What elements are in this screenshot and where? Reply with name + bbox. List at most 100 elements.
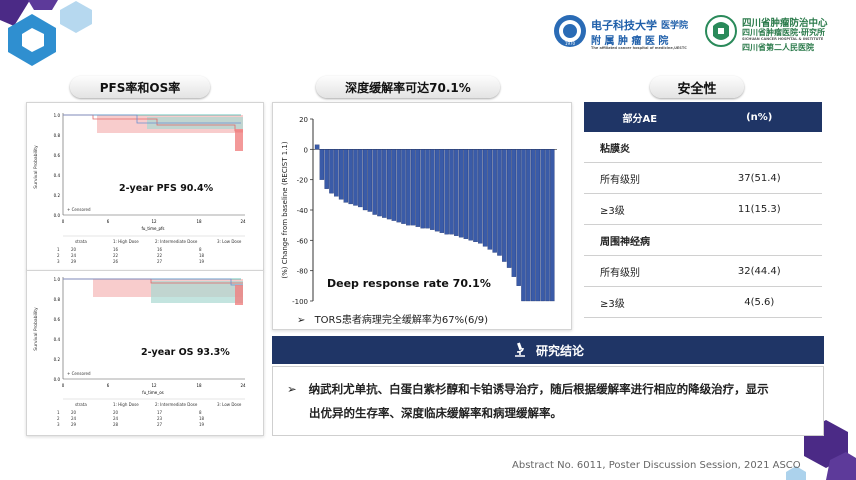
- waterfall-bar: [497, 149, 502, 256]
- svg-text:24: 24: [240, 383, 246, 388]
- sichuan-emblem-icon: [705, 15, 737, 47]
- sichuan-subtitle: SICHUAN CANCER HOSPITAL & INSTITUTE: [742, 37, 824, 41]
- waterfall-bar: [473, 149, 478, 243]
- waterfall-bar: [487, 149, 493, 250]
- svg-text:0.6: 0.6: [54, 317, 61, 322]
- waterfall-bar: [430, 149, 435, 230]
- svg-text:29: 29: [71, 259, 77, 264]
- pfs-legend: strata 1: High Dose 2: Intermediate Dose…: [63, 235, 245, 244]
- waterfall-bar: [540, 149, 545, 302]
- pfs-os-header: PFS率和OS率: [70, 76, 210, 98]
- waterfall-bar: [420, 149, 425, 229]
- y-axis-label: (%) Change from baseline (RECIST 1.1): [281, 141, 289, 278]
- svg-text:12: 12: [151, 219, 157, 224]
- uestc-name: 电子科技大学: [591, 19, 657, 32]
- corner-decoration-top-left: [0, 0, 92, 66]
- pfs-censored: + Censored: [67, 207, 91, 212]
- svg-text:24: 24: [113, 416, 119, 421]
- svg-text:1.0: 1.0: [54, 277, 61, 282]
- uestc-subtitle: The affiliated cancer hospital of medici…: [591, 46, 687, 50]
- ae-value: 37(51.4): [696, 162, 822, 194]
- svg-text:18: 18: [196, 383, 202, 388]
- svg-text:27: 27: [157, 422, 163, 427]
- svg-text:0.0: 0.0: [54, 213, 61, 218]
- waterfall-bar: [353, 149, 358, 206]
- svg-text:23: 23: [157, 416, 163, 421]
- svg-text:17: 17: [157, 410, 163, 415]
- safety-table-header: 部分AE (n%): [584, 102, 822, 132]
- tors-text: TORS患者病理完全缓解率为67%(6/9): [314, 315, 488, 326]
- waterfall-bar: [396, 149, 401, 223]
- ae-label: ≥3级: [584, 286, 697, 318]
- svg-text:26: 26: [113, 259, 119, 264]
- svg-text:3: Low Dose: 3: Low Dose: [217, 402, 242, 407]
- waterfall-bar: [338, 149, 344, 200]
- uestc-seal-icon: 1970: [554, 15, 586, 47]
- table-row: ≥3级 11(15.3): [584, 193, 822, 225]
- sichuan-name-3: 四川省第二人民医院: [742, 43, 814, 52]
- os-annotation: 2-year OS 93.3%: [141, 347, 230, 358]
- pfs-xticks: 0 6 12 18 24: [62, 219, 246, 224]
- ae-value: [696, 132, 822, 163]
- svg-text:18: 18: [199, 253, 205, 258]
- svg-text:3: Low Dose: 3: Low Dose: [217, 239, 242, 244]
- svg-text:0.2: 0.2: [54, 357, 61, 362]
- waterfall-bar: [521, 149, 526, 302]
- waterfall-bar: [324, 149, 329, 189]
- svg-text:3: 3: [57, 422, 60, 427]
- svg-text:0: 0: [62, 383, 65, 388]
- svg-text:strata: strata: [75, 239, 87, 244]
- svg-text:1: High Dose: 1: High Dose: [113, 239, 139, 244]
- uestc-logo: 1970 电子科技大学 医学院 附 属 肿 瘤 医 院 The affiliat…: [553, 14, 693, 54]
- y-tick-label: -20: [297, 177, 308, 185]
- safety-table: 部分AE (n%) 粘膜炎 所有级别 37(51.4) ≥3级 11(15.3)…: [584, 102, 822, 318]
- waterfall-bar: [334, 149, 339, 197]
- waterfall-bar: [314, 144, 320, 150]
- conclusion-line-2: 出优异的生存率、深度临床缓解率和病理缓解率。: [309, 406, 562, 420]
- svg-text:24: 24: [71, 253, 77, 258]
- waterfall-bar: [382, 149, 387, 218]
- waterfall-bar: [449, 149, 454, 235]
- svg-text:20: 20: [71, 410, 77, 415]
- waterfall-bar: [319, 149, 325, 180]
- ae-value: 11(15.3): [696, 193, 822, 225]
- waterfall-bar: [367, 149, 373, 212]
- uestc-school: 医学院: [661, 21, 689, 31]
- os-yticks: 1.0 0.8 0.6 0.4 0.2 0.0: [54, 277, 61, 382]
- table-row: 周围神经病: [584, 224, 822, 256]
- ae-value: 4(5.6): [696, 286, 822, 318]
- svg-text:3: 3: [57, 259, 60, 264]
- table-row: 粘膜炎: [584, 132, 822, 163]
- ae-label: 所有级别: [584, 255, 697, 287]
- table-row: ≥3级 4(5.6): [584, 286, 822, 318]
- waterfall-bar: [343, 149, 349, 203]
- pfs-xlabel: fu_time_pfs: [141, 226, 164, 231]
- svg-text:strata: strata: [75, 402, 87, 407]
- waterfall-bar: [391, 149, 397, 221]
- n-percent-column-header: (n%): [696, 102, 822, 132]
- waterfall-bar: [444, 149, 449, 235]
- waterfall-bar: [434, 149, 440, 232]
- tors-note: ➢ TORS患者病理完全缓解率为67%(6/9): [297, 311, 488, 326]
- waterfall-bar: [506, 149, 512, 268]
- ae-value: [696, 224, 822, 256]
- svg-text:8: 8: [199, 410, 202, 415]
- svg-text:22: 22: [157, 253, 163, 258]
- pfs-annotation: 2-year PFS 90.4%: [119, 183, 214, 194]
- os-ylabel: Survival Probability: [33, 307, 39, 351]
- waterfall-bar: [550, 149, 555, 302]
- waterfall-bar: [545, 149, 550, 302]
- ae-label: ≥3级: [584, 193, 697, 225]
- waterfall-bar: [372, 149, 377, 215]
- waterfall-bar: [458, 149, 464, 238]
- svg-text:0.4: 0.4: [54, 337, 61, 342]
- pfs-risk-table: 1 20 16 16 8 2 24 22 22 18 3 29 26 27 19: [57, 247, 205, 264]
- os-censored: + Censored: [67, 371, 91, 376]
- waterfall-bar: [516, 149, 521, 286]
- tors-bullet: ➢: [297, 315, 306, 326]
- os-km-plot: Survival Probability 1.0 0.8 0.6 0.4 0.2…: [33, 277, 246, 427]
- ae-label: 粘膜炎: [584, 132, 697, 163]
- svg-text:18: 18: [196, 219, 202, 224]
- waterfall-chart: 20 0 -20 -40 -60 -80 -100 (%) Change from basel…: [281, 116, 557, 306]
- svg-text:6: 6: [107, 219, 110, 224]
